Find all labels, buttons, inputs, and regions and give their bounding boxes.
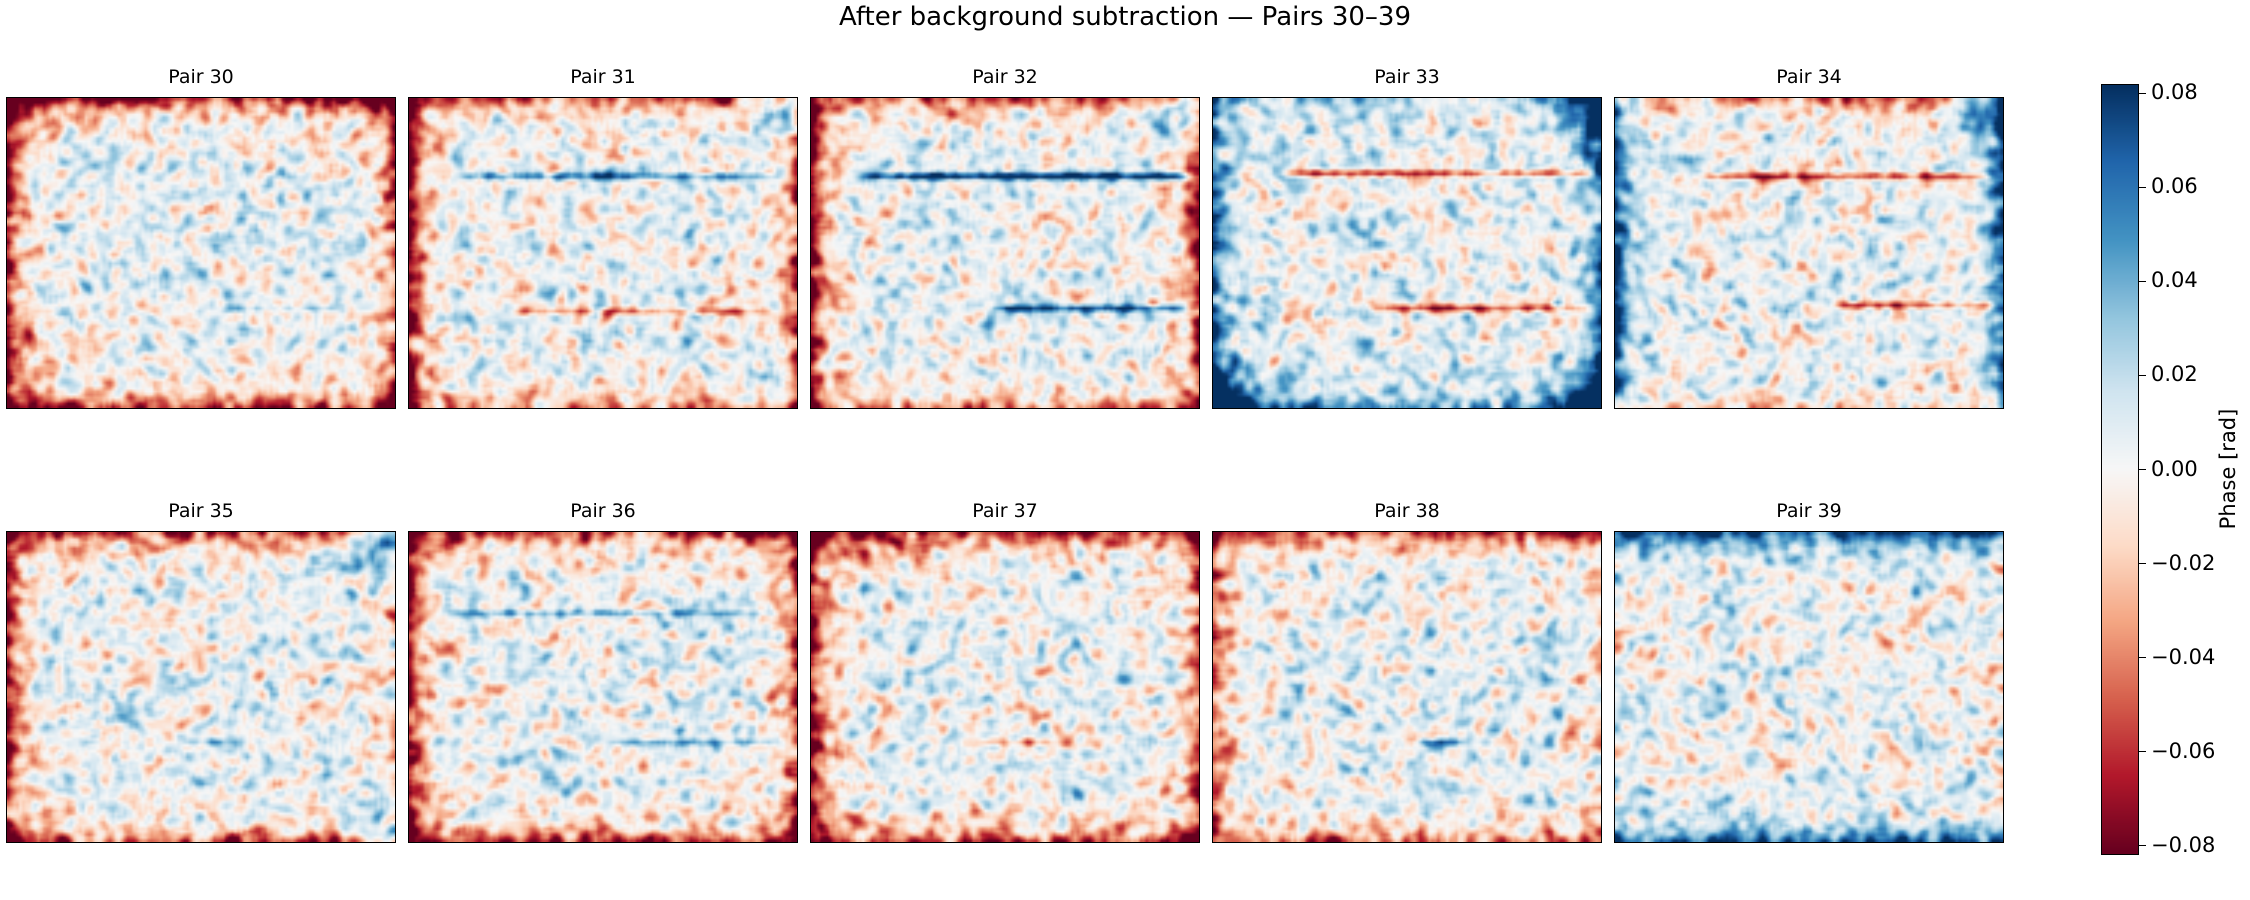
panel-title: Pair 30 — [168, 66, 234, 88]
heatmap-image — [811, 98, 1199, 408]
colorbar-tick-label: 0.00 — [2151, 456, 2198, 481]
heatmap-panel — [1212, 531, 1602, 843]
colorbar-tick-mark — [2139, 844, 2146, 847]
colorbar-tick-mark — [2139, 92, 2146, 95]
colorbar-tick-label: 0.04 — [2151, 268, 2198, 293]
heatmap-panel — [1614, 97, 2004, 409]
colorbar — [2101, 84, 2139, 855]
heatmap-image — [1615, 98, 2003, 408]
heatmap-panel — [810, 97, 1200, 409]
panel-title: Pair 36 — [570, 500, 636, 522]
panel-title: Pair 32 — [972, 66, 1038, 88]
panel-title: Pair 39 — [1776, 500, 1842, 522]
panel-title: Pair 35 — [168, 500, 234, 522]
colorbar-tick-label: 0.08 — [2151, 80, 2198, 105]
colorbar-tick-mark — [2139, 468, 2146, 471]
heatmap-panel — [1614, 531, 2004, 843]
panel-title: Pair 34 — [1776, 66, 1842, 88]
colorbar-gradient — [2102, 85, 2138, 854]
heatmap-image — [1213, 98, 1601, 408]
heatmap-image — [1213, 532, 1601, 842]
colorbar-tick-mark — [2139, 656, 2146, 659]
colorbar-tick-mark — [2139, 186, 2146, 189]
heatmap-image — [7, 98, 395, 408]
colorbar-tick-mark — [2139, 280, 2146, 283]
panel-title: Pair 31 — [570, 66, 636, 88]
heatmap-image — [811, 532, 1199, 842]
colorbar-tick-mark — [2139, 562, 2146, 565]
colorbar-label: Phase [rad] — [2216, 408, 2240, 529]
colorbar-tick-label: 0.06 — [2151, 174, 2198, 199]
figure-title: After background subtraction — Pairs 30–… — [838, 2, 1412, 32]
heatmap-image — [1615, 532, 2003, 842]
colorbar-tick-label: −0.02 — [2151, 550, 2216, 575]
colorbar-tick-mark — [2139, 374, 2146, 377]
colorbar-tick-label: −0.06 — [2151, 738, 2216, 763]
colorbar-tick-label: −0.04 — [2151, 644, 2216, 669]
panel-title: Pair 38 — [1374, 500, 1440, 522]
heatmap-panel — [1212, 97, 1602, 409]
heatmap-panel — [408, 97, 798, 409]
colorbar-tick-label: 0.02 — [2151, 362, 2198, 387]
panel-title: Pair 37 — [972, 500, 1038, 522]
heatmap-image — [409, 98, 797, 408]
heatmap-panel — [408, 531, 798, 843]
heatmap-image — [7, 532, 395, 842]
colorbar-tick-label: −0.08 — [2151, 832, 2216, 857]
heatmap-panel — [6, 531, 396, 843]
heatmap-image — [409, 532, 797, 842]
panel-title: Pair 33 — [1374, 66, 1440, 88]
colorbar-tick-mark — [2139, 750, 2146, 753]
heatmap-panel — [810, 531, 1200, 843]
heatmap-panel — [6, 97, 396, 409]
